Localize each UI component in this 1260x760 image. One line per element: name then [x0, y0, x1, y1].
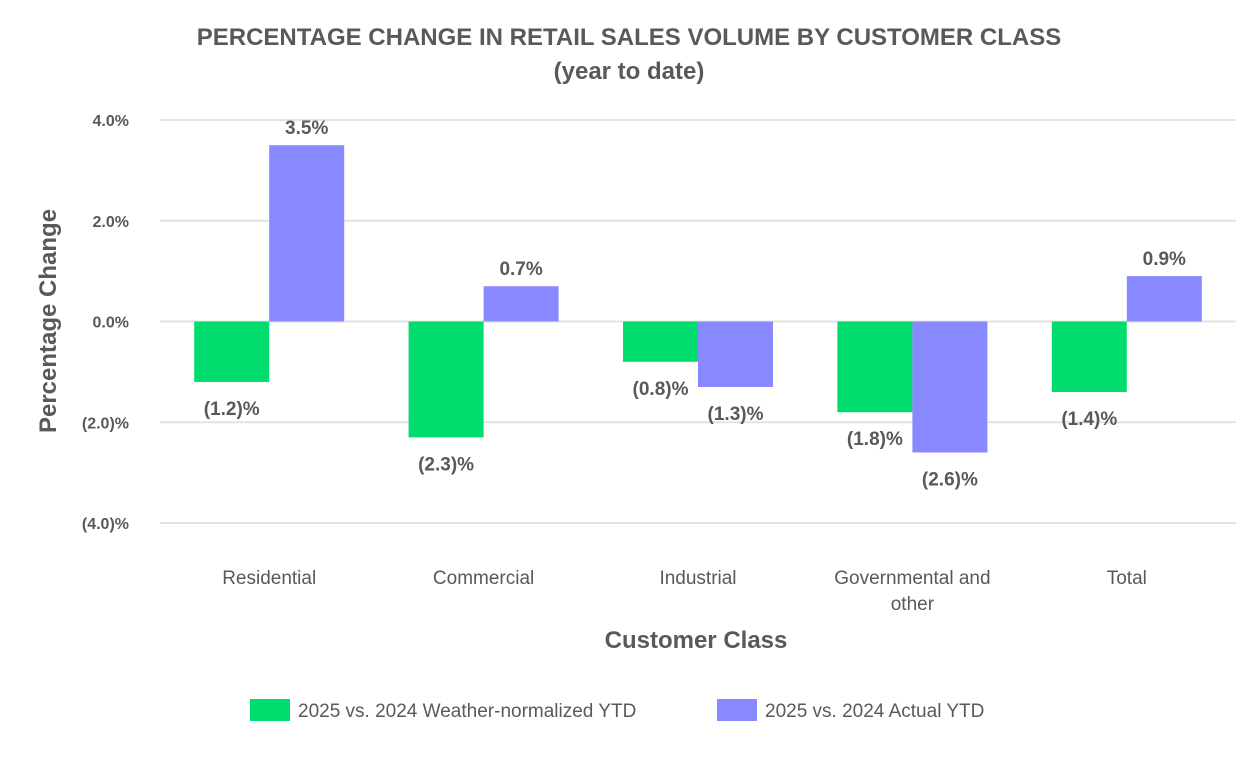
bar	[623, 321, 698, 362]
bar	[837, 321, 913, 413]
legend-label: 2025 vs. 2024 Weather-normalized YTD	[298, 701, 636, 722]
y-tick-label: 0.0%	[93, 315, 129, 332]
data-label: 3.5%	[285, 118, 328, 139]
x-axis-title: Customer Class	[605, 627, 788, 654]
x-tick-label: Total	[1107, 568, 1147, 589]
bar	[269, 145, 345, 322]
x-tick-label: Residential	[222, 568, 316, 589]
data-label: (2.6)%	[922, 469, 978, 490]
y-axis-title: Percentage Change	[35, 209, 62, 433]
data-labels: (1.2)% 3.5% (2.3)% 0.7% (0.8)% (1.3)% (1.8)% (2…	[204, 118, 1186, 490]
data-label: 0.7%	[499, 259, 542, 280]
chart-subtitle: (year to date)	[554, 58, 705, 85]
y-tick-label: (4.0)%	[82, 516, 129, 533]
x-tick-label: Industrial	[659, 568, 736, 589]
data-label: 0.9%	[1143, 249, 1186, 270]
data-label: (0.8)%	[633, 379, 689, 400]
data-label: (1.4)%	[1061, 409, 1117, 430]
data-label: (1.3)%	[708, 404, 764, 425]
data-label: (2.3)%	[418, 454, 474, 475]
y-tick-label: 4.0%	[93, 113, 129, 130]
legend: 2025 vs. 2024 Weather-normalized YTD 2025…	[250, 699, 984, 722]
y-axis-ticks: 4.0% 2.0% 0.0% (2.0)% (4.0)%	[82, 113, 129, 533]
legend-swatch	[250, 699, 290, 721]
x-tick-label: other	[891, 594, 935, 615]
x-tick-label: Governmental and	[834, 568, 990, 589]
bar	[194, 321, 270, 382]
data-label: (1.2)%	[204, 399, 260, 420]
bar	[408, 321, 484, 438]
bar	[912, 321, 988, 453]
chart-title: PERCENTAGE CHANGE IN RETAIL SALES VOLUME…	[197, 24, 1062, 51]
bars	[194, 145, 1202, 453]
bar	[483, 286, 559, 322]
legend-swatch	[717, 699, 757, 721]
x-tick-label: Commercial	[433, 568, 534, 589]
y-tick-label: (2.0)%	[82, 415, 129, 432]
x-axis-ticks: Residential Commercial Industrial Governmen…	[222, 568, 1147, 615]
bar	[698, 321, 773, 387]
data-label: (1.8)%	[847, 429, 903, 450]
bar	[1126, 276, 1202, 322]
legend-label: 2025 vs. 2024 Actual YTD	[765, 701, 984, 722]
y-tick-label: 2.0%	[93, 214, 129, 231]
bar	[1051, 321, 1127, 393]
